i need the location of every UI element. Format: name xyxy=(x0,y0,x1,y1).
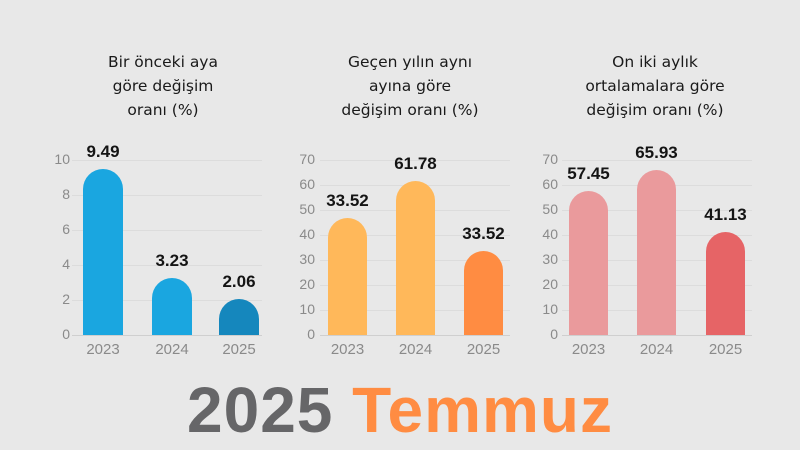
x-axis-baseline xyxy=(320,335,510,336)
x-axis-tick: 2025 xyxy=(466,341,501,358)
y-axis-tick: 60 xyxy=(299,176,315,192)
chart-title-line: ayına göre xyxy=(368,77,452,95)
bar-value-label: 33.52 xyxy=(462,224,505,244)
y-axis-tick: 6 xyxy=(62,221,70,237)
x-axis-tick: 2023 xyxy=(86,341,120,358)
x-axis-tick: 2023 xyxy=(571,341,606,358)
bar-value-label: 61.78 xyxy=(394,153,437,173)
x-axis-baseline xyxy=(562,335,752,336)
x-axis-tick: 2024 xyxy=(639,341,674,358)
y-axis-tick: 0 xyxy=(307,326,315,342)
chart-title-line: değişim oranı (%) xyxy=(341,101,479,119)
bar xyxy=(328,217,367,335)
x-axis-tick: 2024 xyxy=(155,341,189,358)
bar xyxy=(83,168,123,335)
x-axis-tick: 2024 xyxy=(398,341,433,358)
bar xyxy=(219,298,259,335)
chart-title-line: On iki aylık xyxy=(612,53,698,71)
bar-value-label: 65.93 xyxy=(635,143,678,163)
y-axis-tick: 2 xyxy=(62,291,70,307)
gridline xyxy=(72,195,262,196)
y-axis-tick: 20 xyxy=(542,276,558,292)
bar xyxy=(569,191,608,335)
chart-title-line: değişim oranı (%) xyxy=(586,101,724,119)
chart-title-line: ortalamalara göre xyxy=(585,77,725,95)
chart-title: On iki aylık ortalamalara göre değişim o… xyxy=(545,50,765,122)
bar-value-label: 57.45 xyxy=(567,164,610,184)
y-axis-tick: 60 xyxy=(542,176,558,192)
y-axis-tick: 8 xyxy=(62,186,70,202)
bar-value-label: 41.13 xyxy=(704,205,747,225)
y-axis-tick: 10 xyxy=(542,301,558,317)
y-axis-tick: 40 xyxy=(299,226,315,242)
y-axis-tick: 30 xyxy=(299,251,315,267)
bar-value-label: 3.23 xyxy=(155,251,189,271)
y-axis-tick: 0 xyxy=(62,326,70,342)
chart-title-line: Bir önceki aya xyxy=(108,53,218,71)
y-axis-tick: 30 xyxy=(542,251,558,267)
y-axis-tick: 0 xyxy=(550,326,558,342)
bar-value-label: 33.52 xyxy=(326,190,369,210)
headline: 2025 Temmuz xyxy=(0,370,800,450)
gridline xyxy=(562,160,752,161)
x-axis-tick: 2025 xyxy=(222,341,256,358)
y-axis-tick: 20 xyxy=(299,276,315,292)
y-axis-tick: 70 xyxy=(542,151,558,167)
headline-month: Temmuz xyxy=(352,374,613,446)
headline-year: 2025 xyxy=(187,374,334,446)
bar xyxy=(706,232,745,335)
bar xyxy=(637,170,676,335)
chart-title: Bir önceki aya göre değişim oranı (%) xyxy=(53,50,273,122)
gridline xyxy=(72,160,262,161)
y-axis-tick: 50 xyxy=(299,201,315,217)
y-axis-tick: 40 xyxy=(542,226,558,242)
chart-title-line: Geçen yılın aynı xyxy=(348,53,472,71)
y-axis-tick: 70 xyxy=(299,151,315,167)
bar-value-label: 9.49 xyxy=(86,141,120,161)
y-axis-tick: 4 xyxy=(62,256,70,272)
bar xyxy=(152,278,192,335)
y-axis-tick: 50 xyxy=(542,201,558,217)
chart-title-line: göre değişim xyxy=(112,77,214,95)
gridline xyxy=(72,230,262,231)
gridline xyxy=(320,160,510,161)
x-axis-baseline xyxy=(72,335,262,336)
bar xyxy=(464,251,503,335)
x-axis-tick: 2023 xyxy=(330,341,365,358)
bar xyxy=(396,180,435,335)
y-axis-tick: 10 xyxy=(54,151,70,167)
y-axis-tick: 10 xyxy=(299,301,315,317)
x-axis-tick: 2025 xyxy=(708,341,743,358)
bar-value-label: 2.06 xyxy=(222,271,256,291)
chart-title-line: oranı (%) xyxy=(127,101,199,119)
gridline xyxy=(72,265,262,266)
chart-title: Geçen yılın aynı ayına göre değişim oran… xyxy=(300,50,520,122)
